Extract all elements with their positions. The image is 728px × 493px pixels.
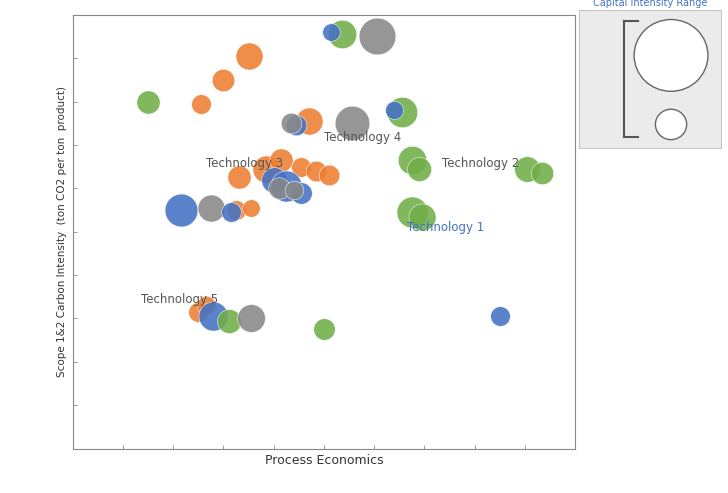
Point [273, 184, 285, 192]
X-axis label: Process Economics: Process Economics [265, 454, 383, 467]
Point [143, 98, 154, 106]
Text: Technology 3: Technology 3 [206, 157, 283, 170]
Point [195, 100, 207, 107]
Circle shape [655, 109, 687, 140]
Point [406, 208, 418, 216]
Point [296, 189, 307, 197]
Y-axis label: Scope 1&2 Carbon Intensity  (ton CO2 per ton  product): Scope 1&2 Carbon Intensity (ton CO2 per … [58, 86, 67, 377]
Point [336, 31, 347, 38]
Point [396, 108, 408, 116]
Point [290, 121, 302, 129]
Point [243, 52, 255, 60]
Point [389, 106, 400, 114]
Point [280, 182, 292, 190]
Text: Technology 1: Technology 1 [407, 221, 484, 234]
Point [303, 117, 314, 125]
Point [311, 167, 323, 175]
Point [416, 212, 428, 220]
Point [230, 206, 242, 214]
Text: Technology 4: Technology 4 [324, 132, 401, 144]
Title: Capital Intensity Range: Capital Intensity Range [593, 0, 707, 8]
Point [261, 165, 272, 173]
Point [223, 317, 234, 324]
Point [406, 156, 418, 164]
Point [275, 156, 287, 164]
Point [192, 308, 204, 316]
Point [323, 172, 335, 179]
Point [296, 163, 307, 171]
Point [233, 174, 245, 181]
Point [245, 204, 257, 212]
Point [268, 176, 280, 183]
Text: Technology 5: Technology 5 [141, 293, 218, 306]
Point [207, 313, 219, 320]
Point [218, 76, 229, 84]
Circle shape [634, 20, 708, 91]
Point [414, 165, 425, 173]
Text: Technology 2: Technology 2 [442, 157, 519, 170]
Point [325, 28, 337, 36]
Point [200, 302, 212, 310]
Point [285, 119, 297, 127]
Point [205, 204, 217, 212]
Point [318, 325, 330, 333]
Point [521, 165, 533, 173]
Point [346, 119, 357, 127]
Point [225, 208, 237, 216]
Point [371, 33, 382, 40]
Point [494, 313, 505, 320]
Point [288, 186, 300, 194]
Point [537, 169, 548, 177]
Point [175, 206, 186, 214]
Point [245, 315, 257, 322]
